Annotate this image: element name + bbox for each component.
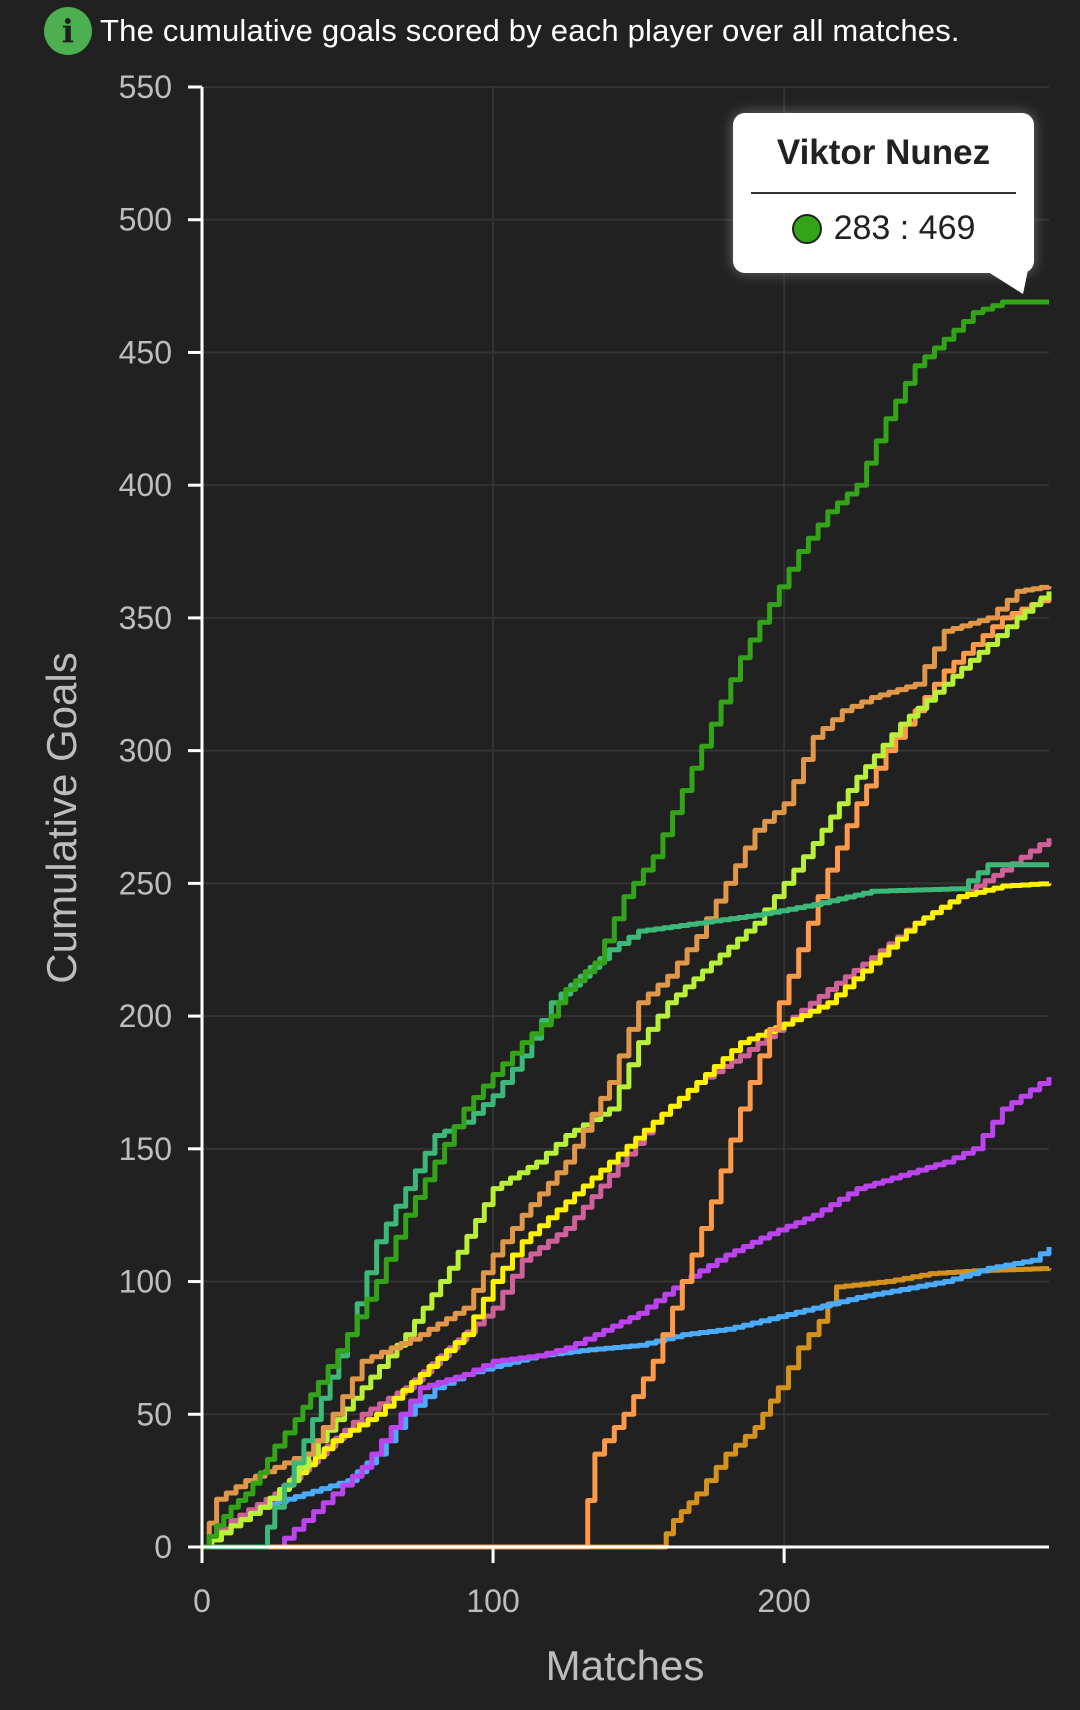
chart-header: i The cumulative goals scored by each pl… (44, 6, 960, 56)
tooltip-value: 283 : 469 (833, 209, 976, 247)
y-tick-label: 50 (136, 1396, 172, 1432)
y-axis-title: Cumulative Goals (38, 652, 85, 983)
y-tick-label: 350 (119, 600, 172, 636)
x-tick-label: 200 (757, 1583, 810, 1619)
y-tick-label: 250 (119, 865, 172, 901)
tooltip-divider (751, 192, 1016, 194)
axes: 0 50 100 150 200 250 300 350 400 450 500 550 0 100 200 (119, 69, 1049, 1619)
series-line[interactable] (202, 584, 1052, 1550)
y-tick-label: 550 (119, 69, 172, 105)
x-tick-label: 0 (193, 1583, 211, 1619)
y-tick-label: 150 (119, 1131, 172, 1167)
y-tick-label: 300 (119, 733, 172, 769)
x-tick-label: 100 (466, 1583, 519, 1619)
series-lines[interactable] (202, 299, 1052, 1550)
series-line[interactable] (202, 1247, 1052, 1550)
series-line[interactable] (202, 596, 1052, 1550)
series-line[interactable] (202, 1077, 1052, 1550)
y-tick-label: 450 (119, 334, 172, 370)
tooltip-pointer (985, 270, 1028, 294)
tooltip-row: 283 : 469 (733, 209, 1034, 248)
series-line[interactable] (202, 862, 1049, 1550)
y-tick-label: 100 (119, 1264, 172, 1300)
series-line[interactable] (202, 299, 1049, 1550)
chart-description: The cumulative goals scored by each play… (100, 13, 960, 48)
tooltip: Viktor Nunez 283 : 469 (733, 113, 1034, 273)
series-color-dot-icon (791, 213, 822, 244)
x-axis-title: Matches (546, 1642, 705, 1689)
tooltip-title: Viktor Nunez (776, 133, 991, 172)
gridlines (202, 86, 1049, 1547)
y-tick-label: 200 (119, 998, 172, 1034)
y-tick-label: 400 (119, 467, 172, 503)
info-icon[interactable]: i (44, 7, 92, 55)
y-tick-label: 0 (154, 1529, 172, 1565)
series-line[interactable] (202, 591, 1052, 1550)
series-line[interactable] (202, 881, 1052, 1550)
y-tick-label: 500 (119, 202, 172, 238)
